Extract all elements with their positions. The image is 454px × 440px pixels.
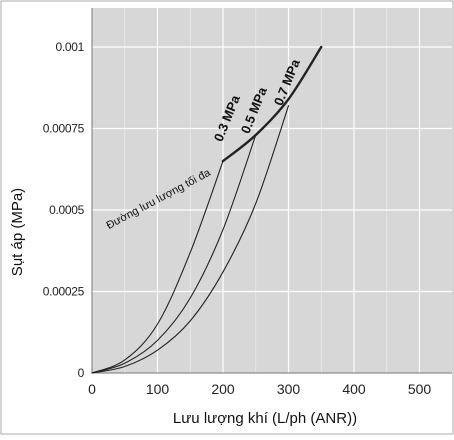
pressure-curve-line: [91, 105, 290, 374]
x-tick-label: 400: [342, 381, 366, 397]
series-lines: [91, 45, 323, 374]
y-tick-label: 0.00075: [43, 122, 85, 136]
y-tick-label: 0: [78, 366, 85, 380]
y-tick-label: 0.0005: [49, 203, 85, 217]
pressure-curve-line: [91, 160, 224, 374]
plot-background: [92, 8, 452, 373]
x-tick-label: 300: [277, 381, 301, 397]
y-tick-label: 0.00025: [43, 285, 85, 299]
pressure-curve-line: [91, 134, 257, 374]
max-flow-line: [221, 45, 323, 163]
grid: [91, 8, 452, 374]
x-axis-label: Lưu lượng khí (L/ph (ANR)): [173, 410, 357, 427]
x-tick-label: 100: [146, 381, 170, 397]
x-tick-label: 0: [88, 381, 96, 397]
x-tick-label: 500: [408, 381, 432, 397]
y-tick-label: 0.001: [55, 40, 84, 54]
y-axis-label: Sụt áp (MPa): [9, 188, 26, 276]
x-tick-label: 200: [211, 381, 235, 397]
tick-labels: 0 100 200 300 400 500 0 0.00025 0.0005 0.00075 0.0…: [43, 40, 432, 397]
